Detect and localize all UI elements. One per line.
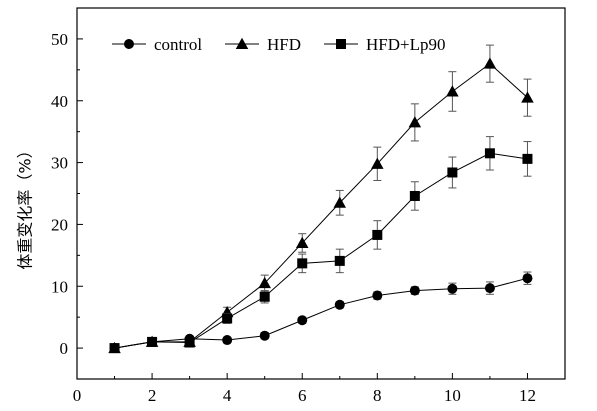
data-point: [408, 116, 422, 128]
x-tick-label: 8: [373, 386, 382, 405]
y-tick-label: 40: [51, 92, 68, 111]
y-tick-label: 30: [51, 154, 68, 173]
data-point: [297, 315, 308, 326]
x-tick-label: 2: [148, 386, 157, 405]
data-point: [371, 157, 384, 169]
series-line: [114, 152, 528, 349]
y-tick-label: 0: [60, 339, 69, 358]
y-tick-label: 20: [51, 215, 68, 234]
x-tick-label: 4: [223, 386, 232, 405]
data-point: [109, 343, 120, 354]
data-point: [334, 255, 345, 266]
series-hfd-lp90: [109, 136, 533, 354]
data-point: [484, 283, 495, 294]
legend-marker: [235, 37, 249, 49]
data-point: [222, 335, 233, 346]
data-point: [522, 153, 533, 164]
legend-marker: [124, 39, 134, 49]
data-point: [447, 283, 458, 294]
y-axis-title: 体重变化率（%）: [16, 142, 35, 269]
data-point: [409, 285, 420, 296]
series-hfd: [108, 44, 534, 354]
legend-label: HFD: [267, 35, 301, 54]
x-tick-label: 6: [298, 386, 307, 405]
data-point: [372, 229, 383, 240]
x-tick-label: 12: [519, 386, 536, 405]
data-point: [521, 91, 534, 103]
data-point: [184, 337, 195, 348]
x-tick-label: 10: [444, 386, 461, 405]
data-point: [522, 273, 533, 284]
data-point: [297, 258, 308, 269]
data-point: [295, 236, 309, 248]
data-point: [446, 85, 459, 97]
data-point: [259, 291, 270, 302]
legend-label: HFD+Lp90: [366, 35, 445, 54]
data-point: [483, 57, 497, 69]
data-point: [259, 330, 270, 341]
legend: control HFD HFD+Lp90: [112, 35, 445, 54]
legend-marker: [336, 39, 346, 49]
series-line: [114, 63, 528, 349]
data-point: [147, 336, 158, 347]
data-point: [372, 290, 383, 301]
legend-label: control: [154, 35, 202, 54]
data-point: [333, 196, 347, 208]
series-control: [109, 271, 533, 354]
series-group: [108, 44, 534, 354]
data-point: [447, 167, 458, 178]
series-line: [114, 277, 528, 349]
data-point: [334, 299, 345, 310]
data-point: [222, 313, 233, 324]
tick-group: 0 2 4 6 8 10 12 0 10 20 30 40 50: [51, 7, 566, 405]
y-tick-label: 50: [51, 30, 68, 49]
y-tick-label: 10: [51, 277, 68, 296]
data-point: [258, 276, 271, 289]
data-point: [409, 190, 420, 201]
data-point: [484, 148, 495, 159]
x-tick-label: 0: [73, 386, 82, 405]
